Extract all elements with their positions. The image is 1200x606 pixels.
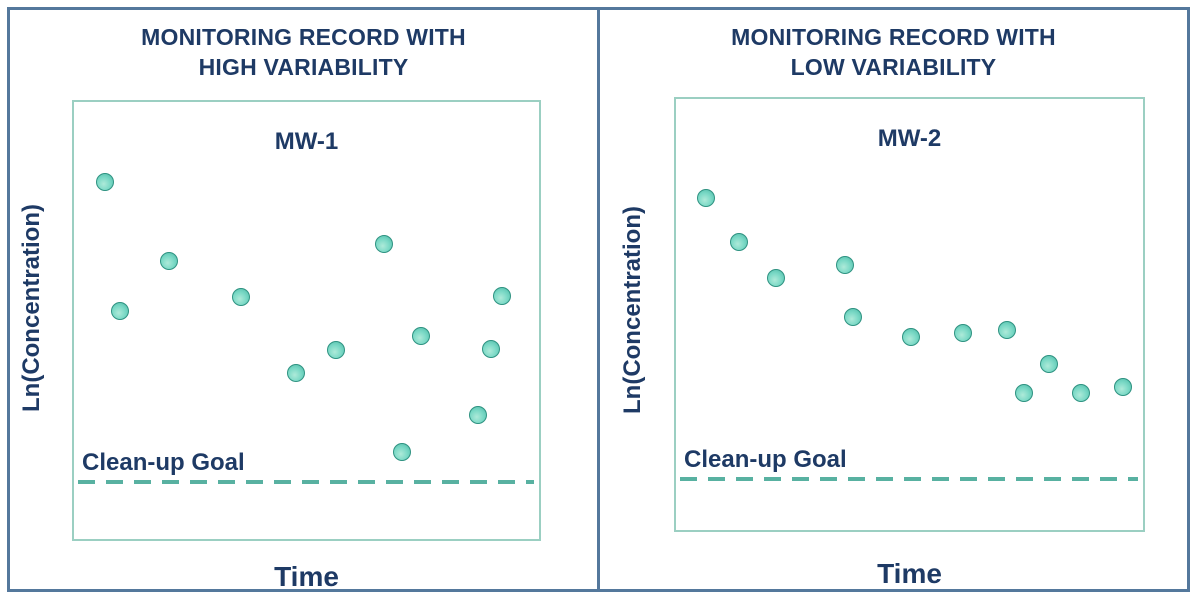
panel-title-line-1: MONITORING RECORD WITH <box>731 24 1056 50</box>
panel-title: MONITORING RECORD WITH HIGH VARIABILITY <box>10 22 597 82</box>
panel-title-line-2: LOW VARIABILITY <box>790 54 997 80</box>
data-point <box>729 232 748 251</box>
data-point <box>998 321 1017 340</box>
plot-area-mw1: MW-1 Clean-up Goal <box>72 100 541 541</box>
data-point <box>1114 378 1133 397</box>
data-point <box>766 269 785 288</box>
panel-title-line-2: HIGH VARIABILITY <box>198 54 409 80</box>
x-axis-label: Time <box>877 558 942 589</box>
cleanup-goal-line <box>78 480 534 485</box>
data-point <box>953 324 972 343</box>
plot-area-mw2: MW-2 Clean-up Goal <box>674 97 1145 532</box>
data-point <box>481 339 500 358</box>
panel-low-variability: MONITORING RECORD WITH LOW VARIABILITY L… <box>600 7 1190 592</box>
data-point <box>393 442 412 461</box>
x-axis-label: Time <box>274 561 339 592</box>
data-point <box>160 251 179 270</box>
data-point <box>835 255 854 274</box>
data-point <box>1039 354 1058 373</box>
well-label: MW-1 <box>274 128 339 155</box>
data-point <box>326 340 345 359</box>
cleanup-goal-label: Clean-up Goal <box>82 449 245 477</box>
data-point <box>287 363 306 382</box>
data-point <box>1014 384 1033 403</box>
cleanup-goal-label: Clean-up Goal <box>684 446 847 474</box>
data-point <box>411 326 430 345</box>
data-point <box>696 189 715 208</box>
data-point <box>901 327 920 346</box>
panel-high-variability: MONITORING RECORD WITH HIGH VARIABILITY … <box>7 7 600 592</box>
data-point <box>468 406 487 425</box>
data-point <box>1072 384 1091 403</box>
data-point <box>375 234 394 253</box>
data-point <box>493 287 512 306</box>
data-point <box>95 173 114 192</box>
panel-title: MONITORING RECORD WITH LOW VARIABILITY <box>600 22 1187 82</box>
data-point <box>844 308 863 327</box>
data-point <box>232 288 251 307</box>
data-point <box>110 301 129 320</box>
panel-title-line-1: MONITORING RECORD WITH <box>141 24 466 50</box>
y-axis-label: Ln(Concentration) <box>619 206 646 414</box>
well-label: MW-2 <box>877 125 942 152</box>
cleanup-goal-line <box>680 477 1138 482</box>
y-axis-label: Ln(Concentration) <box>18 204 45 412</box>
